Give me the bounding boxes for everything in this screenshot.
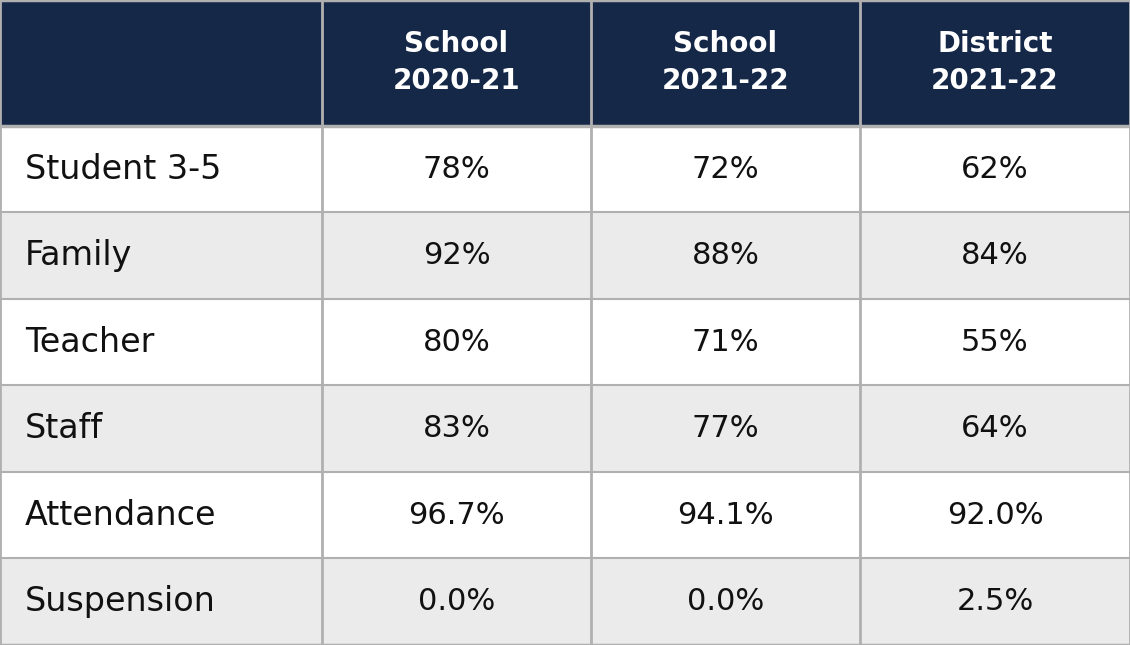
Bar <box>0 212 322 299</box>
Text: 72%: 72% <box>692 155 759 184</box>
Text: 77%: 77% <box>692 414 759 443</box>
Text: 88%: 88% <box>692 241 759 270</box>
Bar <box>322 386 591 472</box>
Text: District
2021-22: District 2021-22 <box>931 30 1059 95</box>
Bar <box>591 472 860 559</box>
Text: Student 3-5: Student 3-5 <box>25 153 221 186</box>
Text: Teacher: Teacher <box>25 326 154 359</box>
Text: 62%: 62% <box>962 155 1028 184</box>
Text: School
2021-22: School 2021-22 <box>662 30 789 95</box>
Bar <box>860 126 1130 212</box>
Bar <box>860 0 1130 126</box>
Bar <box>322 126 591 212</box>
Bar <box>0 299 322 386</box>
Bar <box>591 0 860 126</box>
Bar <box>591 386 860 472</box>
Text: 92.0%: 92.0% <box>947 501 1043 530</box>
Text: Staff: Staff <box>25 412 103 445</box>
Text: 96.7%: 96.7% <box>408 501 505 530</box>
Text: 0.0%: 0.0% <box>418 587 495 616</box>
Bar <box>0 386 322 472</box>
Text: School
2020-21: School 2020-21 <box>393 30 520 95</box>
Bar <box>860 212 1130 299</box>
Bar <box>322 559 591 645</box>
Bar <box>860 472 1130 559</box>
Text: 84%: 84% <box>962 241 1028 270</box>
Bar <box>860 386 1130 472</box>
Text: Attendance: Attendance <box>25 499 216 531</box>
Bar <box>591 559 860 645</box>
Text: Family: Family <box>25 239 132 272</box>
Bar <box>0 472 322 559</box>
Text: 92%: 92% <box>423 241 490 270</box>
Bar <box>322 472 591 559</box>
Bar <box>322 212 591 299</box>
Text: 55%: 55% <box>962 328 1028 357</box>
Bar <box>0 559 322 645</box>
Bar <box>860 299 1130 386</box>
Text: Suspension: Suspension <box>25 585 216 618</box>
Text: 64%: 64% <box>962 414 1028 443</box>
Bar <box>860 559 1130 645</box>
Bar <box>0 126 322 212</box>
Bar <box>0 0 322 126</box>
Bar <box>591 126 860 212</box>
Bar <box>322 0 591 126</box>
Text: 0.0%: 0.0% <box>687 587 764 616</box>
Text: 94.1%: 94.1% <box>677 501 774 530</box>
Text: 2.5%: 2.5% <box>956 587 1034 616</box>
Text: 78%: 78% <box>423 155 490 184</box>
Bar <box>591 212 860 299</box>
Text: 71%: 71% <box>692 328 759 357</box>
Text: 83%: 83% <box>423 414 490 443</box>
Bar <box>322 299 591 386</box>
Bar <box>591 299 860 386</box>
Text: 80%: 80% <box>423 328 490 357</box>
